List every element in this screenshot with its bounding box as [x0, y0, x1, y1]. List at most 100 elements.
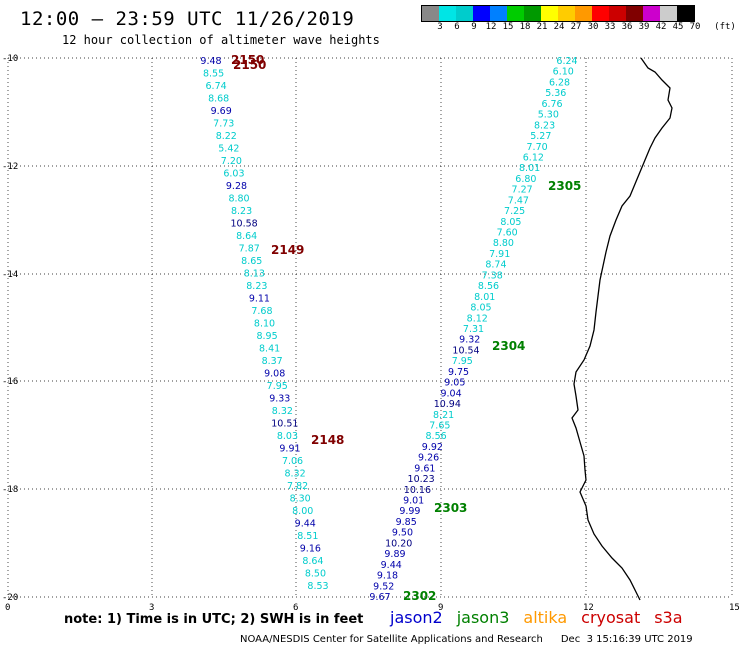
swh-value: 7.20: [221, 156, 242, 167]
satellite-legend-item: s3a: [654, 608, 683, 627]
swh-value: 10.16: [404, 485, 431, 496]
x-axis-label: 15: [729, 603, 740, 613]
swh-value: 9.18: [377, 571, 398, 582]
legend-swatch: [490, 6, 507, 21]
swh-value: 7.95: [267, 381, 288, 392]
swh-value: 6.74: [206, 81, 227, 92]
swh-value: 8.32: [284, 469, 305, 480]
legend-tick-label: 3: [437, 22, 443, 32]
timestamp-text: Dec 3 15:16:39 UTC 2019: [560, 634, 693, 645]
pass-label: 2304: [492, 339, 525, 353]
legend-swatch: [541, 6, 558, 21]
legend-tick-label: 42: [655, 22, 667, 32]
swh-value: 9.67: [369, 592, 390, 603]
swh-value: 8.64: [236, 231, 257, 242]
swh-value: 6.03: [223, 169, 244, 180]
swh-value: 9.91: [279, 444, 300, 455]
swh-value: 7.68: [251, 306, 272, 317]
swh-value: 8.80: [228, 194, 249, 205]
legend-tick-label: 36: [621, 22, 633, 32]
swh-value: 8.50: [305, 569, 326, 580]
swh-value: 10.23: [408, 474, 435, 485]
swh-value: 9.01: [403, 496, 424, 507]
swh-value: 9.52: [373, 581, 394, 592]
legend-tick-label: 70: [689, 22, 701, 32]
swh-value: 8.56: [478, 281, 499, 292]
swh-value: 8.30: [290, 494, 311, 505]
legend-swatch: [626, 6, 643, 21]
swh-value: 10.20: [385, 538, 412, 549]
color-scale-legend: [421, 5, 695, 22]
pass-label: 2148: [311, 433, 344, 447]
map-grid: [7, 57, 733, 598]
swh-value: 9.33: [269, 394, 290, 405]
legend-swatch: [677, 6, 694, 21]
swh-value: 8.22: [216, 131, 237, 142]
swh-value: 7.27: [512, 185, 533, 196]
legend-unit-label: (ft): [714, 22, 736, 32]
note-text: note: 1) Time is in UTC; 2) SWH is in fe…: [64, 612, 364, 627]
swh-value: 7.60: [497, 228, 518, 239]
swh-value: 5.42: [218, 144, 239, 155]
swh-value: 8.23: [231, 206, 252, 217]
swh-value: 8.55: [203, 69, 224, 80]
color-scale-ticks: 3 6 9 12 15 18 21 24 27 30 33 36 39 42 45 70 (ft): [421, 22, 740, 34]
swh-value: 9.44: [295, 519, 316, 530]
swh-value: 8.23: [534, 120, 555, 131]
x-axis-label: 0: [5, 603, 10, 613]
swh-value: 7.38: [482, 270, 503, 281]
satellite-legend-item: altika: [523, 608, 568, 627]
legend-tick-label: 30: [587, 22, 599, 32]
y-axis-label: -12: [2, 162, 18, 172]
y-axis-label: -18: [2, 485, 18, 495]
swh-value: 7.87: [239, 244, 260, 255]
swh-value: 9.61: [414, 463, 435, 474]
swh-value: 7.65: [429, 420, 450, 431]
swh-value: 9.89: [384, 549, 405, 560]
swh-value: 8.74: [485, 260, 506, 271]
swh-value: 5.30: [538, 110, 559, 121]
swh-value: 6.10: [553, 67, 574, 78]
swh-value: 5.36: [545, 88, 566, 99]
swh-value: 5.27: [530, 131, 551, 142]
legend-swatch: [422, 6, 439, 21]
swh-value: 7.25: [504, 206, 525, 217]
swh-value: 8.32: [272, 406, 293, 417]
swh-value: 9.85: [396, 517, 417, 528]
legend-tick-label: 24: [553, 22, 565, 32]
legend-tick-label: 33: [604, 22, 616, 32]
swh-value: 10.51: [271, 419, 298, 430]
swh-value: 7.82: [287, 481, 308, 492]
satellite-legend: jason2 jason3 altika cryosat s3a: [390, 608, 697, 627]
credit-text: NOAA/NESDIS Center for Satellite Applica…: [240, 634, 543, 645]
swh-value: 7.73: [213, 119, 234, 130]
swh-value: 9.32: [459, 335, 480, 346]
legend-tick-label: 18: [519, 22, 531, 32]
swh-value: 6.28: [549, 77, 570, 88]
satellite-legend-item: cryosat: [581, 608, 641, 627]
axis-labels: -10 -12 -14 -16 -18 -200 3 6 9 12 15: [2, 54, 740, 613]
y-axis-label: -16: [2, 377, 18, 387]
swh-value: 8.56: [426, 431, 447, 442]
swh-value: 6.76: [541, 99, 562, 110]
swh-value: 8.68: [208, 94, 229, 105]
swh-value: 9.05: [444, 378, 465, 389]
x-axis-label: 12: [583, 603, 594, 613]
pass-label: 2150: [231, 53, 264, 67]
legend-tick-label: 39: [638, 22, 650, 32]
y-axis-label: -20: [2, 593, 18, 603]
swh-value: 7.31: [463, 324, 484, 335]
swh-value: 9.08: [264, 369, 285, 380]
map-title: 12:00 – 23:59 UTC 11/26/2019: [20, 8, 355, 30]
map-subtitle: 12 hour collection of altimeter wave hei…: [62, 33, 380, 47]
swh-value: 7.47: [508, 195, 529, 206]
legend-swatch: [473, 6, 490, 21]
swh-value: 6.24: [556, 56, 577, 67]
swh-value: 7.70: [527, 142, 548, 153]
swh-value: 7.91: [489, 249, 510, 260]
swh-value: 8.00: [292, 506, 313, 517]
swh-value: 8.64: [302, 556, 323, 567]
coastline: [571, 57, 673, 601]
swh-value: 9.69: [211, 106, 232, 117]
